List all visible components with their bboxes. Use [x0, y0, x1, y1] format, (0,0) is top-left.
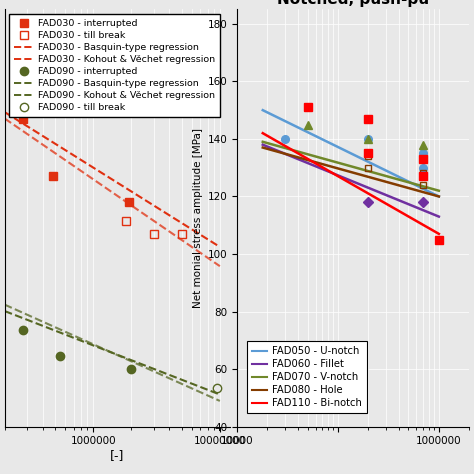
Legend: FAD030 - interrupted, FAD030 - till break, FAD030 - Basquin-type regression, FAD: FAD030 - interrupted, FAD030 - till brea…	[9, 14, 219, 117]
Title: Notched, push-pu: Notched, push-pu	[277, 0, 429, 7]
X-axis label: [-]: [-]	[110, 449, 125, 462]
Legend: FAD050 - U-notch, FAD060 - Fillet, FAD070 - V-notch, FAD080 - Hole, FAD110 - Bi-: FAD050 - U-notch, FAD060 - Fillet, FAD07…	[246, 341, 366, 413]
Y-axis label: Net monial stress amplitude [MPa]: Net monial stress amplitude [MPa]	[193, 128, 203, 308]
